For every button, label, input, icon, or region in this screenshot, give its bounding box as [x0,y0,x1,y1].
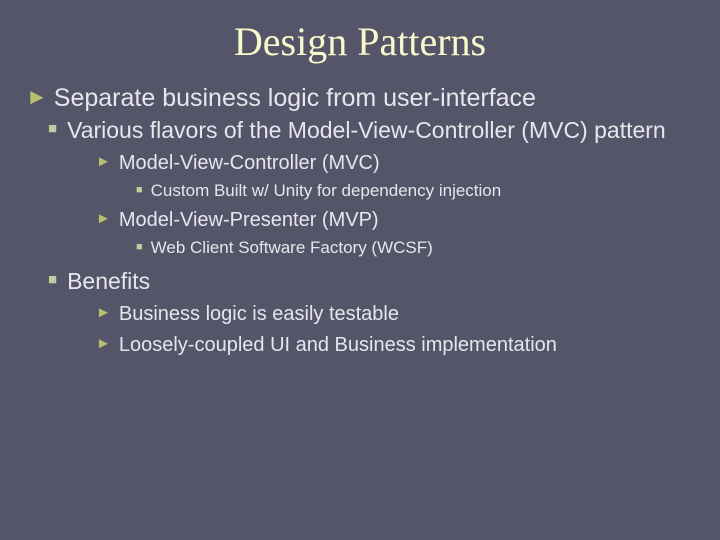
bullet-l4: ■ Web Client Software Factory (WCSF) [136,237,700,259]
bullet-text: Loosely-coupled UI and Business implemen… [119,333,557,358]
bullet-l3: ► Loosely-coupled UI and Business implem… [96,333,700,358]
bullet-text: Model-View-Controller (MVC) [119,151,380,176]
bullet-l2: ■ Various flavors of the Model-View-Cont… [48,116,700,145]
square-icon: ■ [136,180,143,201]
square-icon: ■ [136,237,143,258]
bullet-l1: ► Separate business logic from user-inte… [26,83,700,114]
slide: Design Patterns ► Separate business logi… [0,0,720,540]
bullet-text: Business logic is easily testable [119,302,399,327]
bullet-text: Various flavors of the Model-View-Contro… [67,116,666,145]
triangle-icon: ► [96,302,111,325]
bullet-l2: ■ Benefits [48,267,700,296]
slide-content: ► Separate business logic from user-inte… [20,83,700,358]
bullet-l3: ► Business logic is easily testable [96,302,700,327]
bullet-text: Model-View-Presenter (MVP) [119,208,379,233]
bullet-text: Web Client Software Factory (WCSF) [151,237,433,259]
slide-title: Design Patterns [20,18,700,65]
bullet-text: Separate business logic from user-interf… [54,83,536,114]
bullet-text: Benefits [67,267,150,296]
bullet-l3: ► Model-View-Controller (MVC) [96,151,700,176]
bullet-l3: ► Model-View-Presenter (MVP) [96,208,700,233]
triangle-icon: ► [26,83,48,112]
triangle-icon: ► [96,333,111,356]
bullet-text: Custom Built w/ Unity for dependency inj… [151,180,502,202]
square-icon: ■ [48,116,57,142]
square-icon: ■ [48,267,57,293]
triangle-icon: ► [96,208,111,231]
bullet-l4: ■ Custom Built w/ Unity for dependency i… [136,180,700,202]
triangle-icon: ► [96,151,111,174]
